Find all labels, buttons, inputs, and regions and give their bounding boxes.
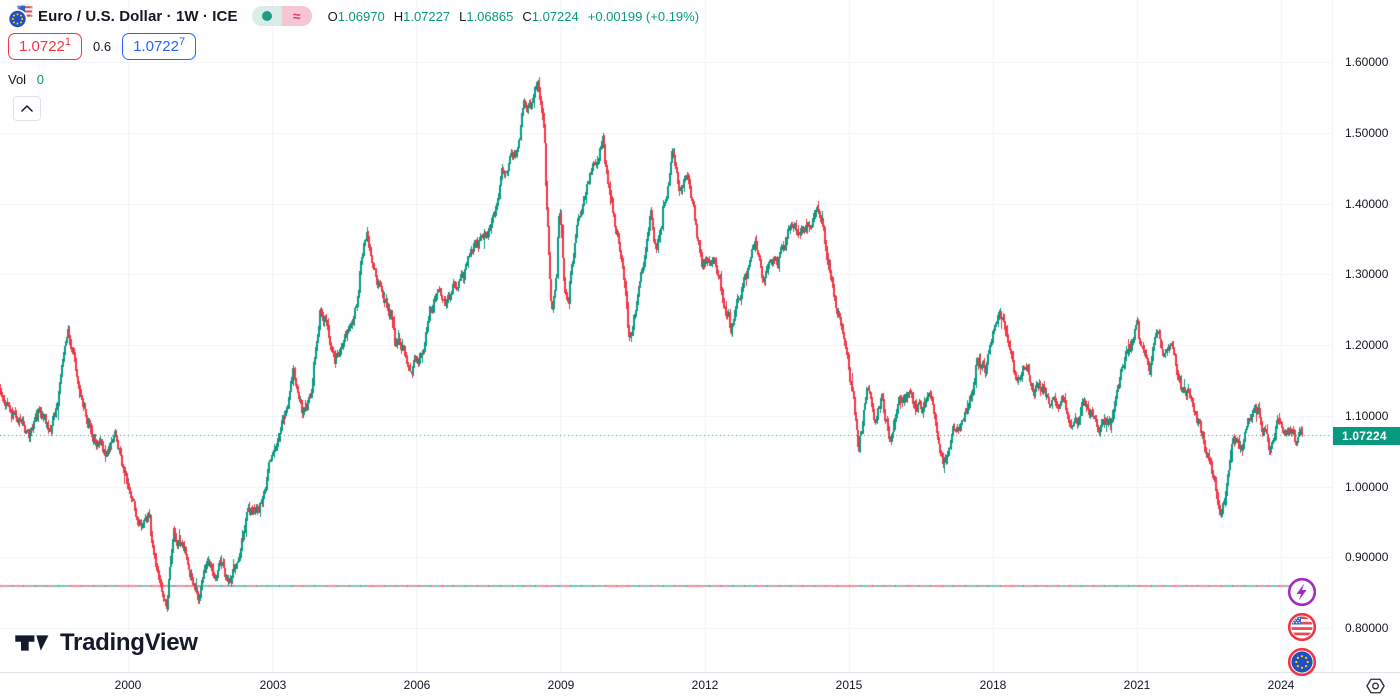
price-axis[interactable]: 1.60000 1.50000 1.40000 1.30000 1.20000 … [1332,0,1400,672]
gear-icon [1365,678,1385,694]
sell-bid-button[interactable]: 1.0722 1 [8,33,83,60]
collapse-legend-button[interactable] [13,96,41,121]
tradingview-logo-text: TradingView [60,629,198,656]
eu-economic-events-bubble[interactable] [1287,647,1317,677]
ohlc-high-key: H [393,8,404,24]
ohlc-high-value: 1.07227 [403,8,451,24]
ohlc-change: +0.00199 (+0.19%) [587,8,700,24]
year-tick: 2000 [114,678,142,692]
price-tick: 1.60000 [1345,55,1389,69]
ohlc-close-key: C [522,8,532,24]
price-tick: 1.10000 [1345,409,1389,423]
price-tick: 1.20000 [1345,338,1389,352]
event-bubble-stack [1287,577,1317,677]
buy-ask-button[interactable]: 1.0722 7 [122,33,197,60]
axis-settings-button[interactable] [1362,676,1388,696]
us-economic-events-bubble[interactable] [1287,612,1317,642]
spread-value: 0.6 [93,39,112,54]
bid-price-sup: 1 [64,36,72,48]
price-tick: 0.90000 [1345,550,1389,564]
symbol-flags-icon [8,3,33,29]
year-tick: 2006 [403,678,431,692]
price-tick: 1.30000 [1345,267,1389,281]
year-tick: 2003 [259,678,287,692]
time-axis[interactable]: 2000 2003 2006 2009 2012 2015 2018 2021 … [0,672,1400,697]
volume-row: Vol 0 [8,72,699,87]
ohlc-open-value: 1.06970 [337,8,385,24]
quote-row: 1.0722 1 0.6 1.0722 7 [8,33,699,60]
price-tick: 1.00000 [1345,480,1389,494]
ohlc-readout: O1.06970 H1.07227 L1.06865 C1.07224 +0.0… [328,9,699,24]
price-tick: 1.40000 [1345,197,1389,211]
market-dot-icon [261,11,272,21]
price-tick: 1.50000 [1345,126,1389,140]
tradingview-mark-icon [15,635,49,651]
year-tick: 2021 [1123,678,1151,692]
tradingview-logo[interactable]: TradingView [14,629,198,657]
market-open-toggle[interactable] [251,6,282,26]
ohlc-low-value: 1.06865 [466,8,514,24]
volume-label: Vol [8,72,27,87]
legend: Euro / U.S. Dollar · 1W · ICE ≈ O1.06970… [8,3,699,121]
market-approx-toggle[interactable]: ≈ [281,6,312,26]
year-tick: 2018 [979,678,1007,692]
market-status-pill: ≈ [251,6,312,26]
year-tick: 2015 [835,678,863,692]
ask-price-sup: 7 [178,36,186,48]
price-chart-canvas[interactable] [0,0,1332,672]
volume-value: 0 [36,72,44,87]
ohlc-open-key: O [327,8,338,24]
bid-price: 1.0722 [19,38,65,55]
year-tick: 2009 [547,678,575,692]
ask-price: 1.0722 [133,38,179,55]
year-tick: 2012 [691,678,719,692]
chevron-up-icon [21,105,33,112]
flash-events-bubble[interactable] [1287,577,1317,607]
ohlc-close-value: 1.07224 [531,8,579,24]
last-price-tag: 1.07224 [1333,427,1400,445]
year-tick: 2024 [1267,678,1295,692]
ohlc-low-key: L [459,8,467,24]
symbol-title[interactable]: Euro / U.S. Dollar · 1W · ICE [38,7,238,25]
legend-row-title: Euro / U.S. Dollar · 1W · ICE ≈ O1.06970… [8,3,699,29]
price-tick: 0.80000 [1345,621,1389,635]
